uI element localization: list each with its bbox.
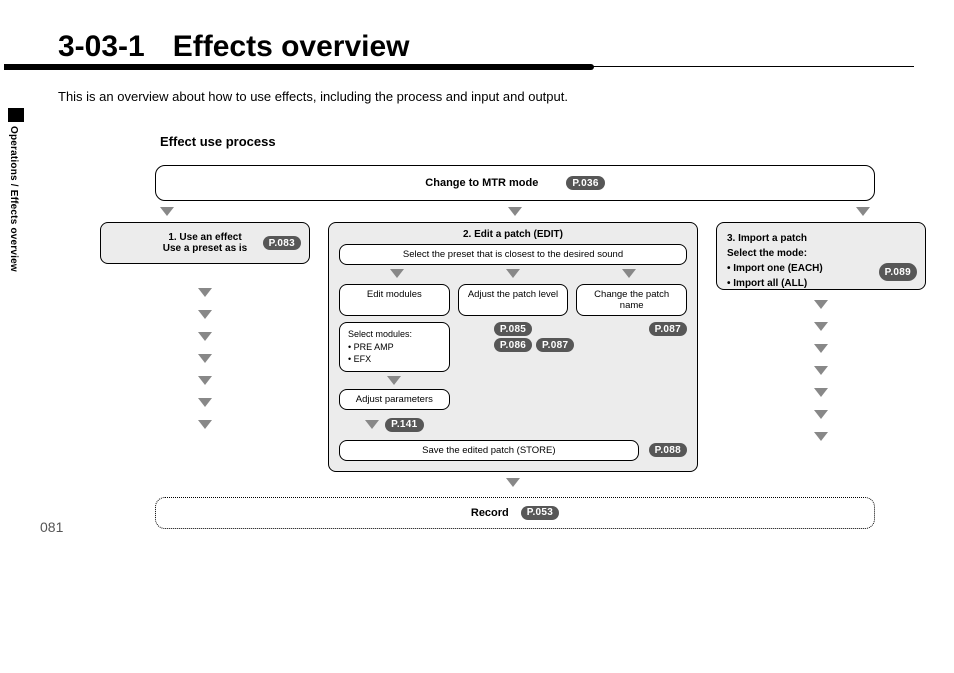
page-ref: P.083 xyxy=(263,236,301,250)
arrow-down-icon xyxy=(856,207,870,216)
select-modules-1: • PRE AMP xyxy=(348,341,441,354)
arrow-down-icon xyxy=(622,269,636,278)
column-import-patch: 3. Import a patch Select the mode: • Imp… xyxy=(716,222,926,441)
diagram: Change to MTR mode P.036 1. Use an effec… xyxy=(100,165,930,529)
arrow-row-top xyxy=(160,207,870,216)
intro-text: This is an overview about how to use eff… xyxy=(58,89,914,104)
page-ref: P.141 xyxy=(385,418,423,432)
arrow-down-icon xyxy=(814,366,828,375)
arrow-down-icon xyxy=(508,207,522,216)
column-edit-patch: 2. Edit a patch (EDIT) Select the preset… xyxy=(328,222,698,493)
change-name-box: Change the patch name xyxy=(576,284,687,316)
arrow-down-icon xyxy=(387,376,401,385)
page-ref: P.088 xyxy=(649,443,687,457)
side-tab: Operations / Effects overview xyxy=(8,108,24,272)
arrow-down-icon xyxy=(198,398,212,407)
page-ref: P.087 xyxy=(649,322,687,336)
column-use-effect: 1. Use an effect Use a preset as is P.08… xyxy=(100,222,310,429)
section-title: Effects overview xyxy=(173,30,410,64)
select-modules-2: • EFX xyxy=(348,353,441,366)
panel-title: 2. Edit a patch (EDIT) xyxy=(339,229,687,240)
arrow-down-icon xyxy=(506,269,520,278)
top-box: Change to MTR mode P.036 xyxy=(155,165,875,201)
page-ref: P.085 xyxy=(494,322,532,336)
arrow-down-icon xyxy=(198,354,212,363)
page-ref: P.036 xyxy=(566,176,604,190)
select-modules-title: Select modules: xyxy=(348,328,441,341)
arrow-down-icon xyxy=(198,420,212,429)
page-ref: P.086 xyxy=(494,338,532,352)
top-box-label: Change to MTR mode xyxy=(425,177,538,189)
import-line1: Select the mode: xyxy=(727,246,915,261)
title-row: 3-03-1 Effects overview xyxy=(58,30,914,67)
arrow-down-icon xyxy=(814,410,828,419)
subheading: Effect use process xyxy=(160,134,914,149)
edit-panel: 2. Edit a patch (EDIT) Select the preset… xyxy=(328,222,698,472)
edit-modules-box: Edit modules xyxy=(339,284,450,316)
arrow-down-icon xyxy=(198,332,212,341)
arrow-down-icon xyxy=(365,420,379,429)
arrow-stack xyxy=(198,288,212,429)
arrow-down-icon xyxy=(814,300,828,309)
page-ref: P.089 xyxy=(879,263,917,281)
import-title: 3. Import a patch xyxy=(727,231,915,246)
record-label: Record xyxy=(471,507,509,519)
record-box: Record P.053 xyxy=(155,497,875,529)
arrow-down-icon xyxy=(814,432,828,441)
side-label: Operations / Effects overview xyxy=(8,126,19,272)
arrow-down-icon xyxy=(198,310,212,319)
adjust-level-box: Adjust the patch level xyxy=(458,284,569,316)
card-import: 3. Import a patch Select the mode: • Imp… xyxy=(716,222,926,290)
arrow-down-icon xyxy=(390,269,404,278)
page-ref: P.087 xyxy=(536,338,574,352)
arrow-down-icon xyxy=(814,322,828,331)
adjust-params-box: Adjust parameters xyxy=(339,389,450,410)
card-use-effect: 1. Use an effect Use a preset as is P.08… xyxy=(100,222,310,264)
subcol-level: P.085 P.086 P.087 xyxy=(458,322,569,352)
select-modules-box: Select modules: • PRE AMP • EFX xyxy=(339,322,450,372)
section-number: 3-03-1 xyxy=(58,30,145,64)
arrow-down-icon xyxy=(160,207,174,216)
arrow-down-icon xyxy=(506,478,520,487)
preset-select-box: Select the preset that is closest to the… xyxy=(339,244,687,265)
subcol-modules: Select modules: • PRE AMP • EFX Adjust p… xyxy=(339,322,450,432)
page-number: 081 xyxy=(40,519,63,535)
arrow-down-icon xyxy=(198,288,212,297)
arrow-down-icon xyxy=(198,376,212,385)
page-ref: P.053 xyxy=(521,506,559,520)
side-marker xyxy=(8,108,24,122)
arrow-row xyxy=(339,269,687,278)
arrow-down-icon xyxy=(814,388,828,397)
save-box: Save the edited patch (STORE) xyxy=(339,440,639,461)
subcol-name: P.087 xyxy=(576,322,687,336)
arrow-stack xyxy=(814,300,828,441)
arrow-down-icon xyxy=(814,344,828,353)
